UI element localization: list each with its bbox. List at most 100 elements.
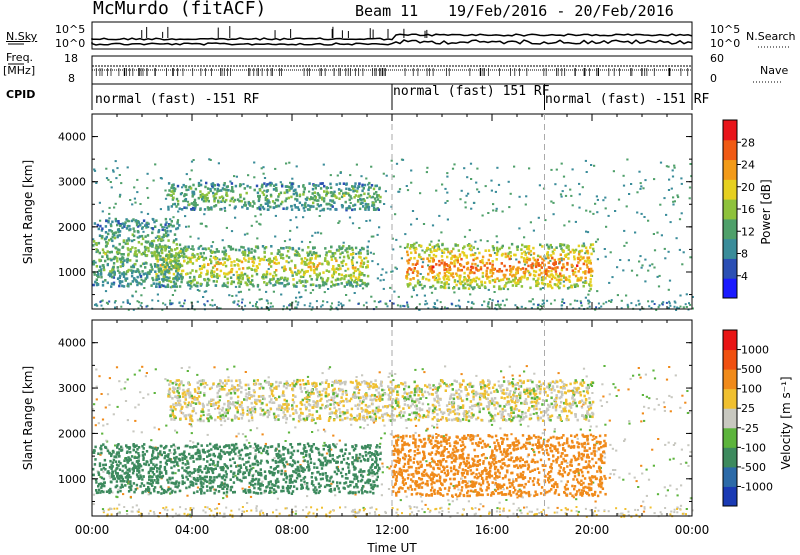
velocity-cell <box>115 496 117 498</box>
power-cell <box>352 285 354 288</box>
power-cell <box>455 305 457 307</box>
power-cell <box>227 189 229 192</box>
power-cell <box>513 254 515 257</box>
power-cell <box>243 198 245 201</box>
velocity-cell <box>293 485 295 488</box>
power-cell <box>309 275 311 278</box>
power-cell <box>210 159 212 161</box>
velocity-cell <box>547 507 549 509</box>
power-cell <box>554 259 556 262</box>
power-cell <box>97 273 99 276</box>
velocity-cell <box>652 370 654 372</box>
power-cell <box>217 200 219 203</box>
power-cell <box>131 275 133 278</box>
power-cell <box>204 197 206 200</box>
velocity-cell <box>664 507 666 509</box>
power-cell <box>336 183 338 186</box>
velocity-cell <box>604 509 606 511</box>
power-cell <box>371 260 373 262</box>
power-cell <box>528 245 530 248</box>
power-cell <box>256 273 258 276</box>
power-cell <box>170 253 172 256</box>
power-cell <box>360 252 362 255</box>
velocity-cell <box>224 482 226 485</box>
power-cell <box>335 271 337 274</box>
velocity-cell <box>135 451 137 454</box>
power-cell <box>586 250 588 253</box>
power-cell <box>452 276 454 279</box>
power-cell <box>355 253 357 255</box>
power-cell <box>276 205 278 208</box>
velocity-cell <box>209 463 211 466</box>
power-cell <box>394 213 396 215</box>
power-cell <box>507 252 509 255</box>
power-cell <box>424 303 426 305</box>
velocity-cell <box>596 426 598 428</box>
power-cell <box>247 278 249 281</box>
power-cell <box>201 267 203 270</box>
power-cell <box>588 303 590 305</box>
power-cell <box>182 305 184 307</box>
velocity-cell <box>509 390 511 392</box>
velocity-cell <box>209 508 211 510</box>
power-cell <box>568 275 570 278</box>
power-cell <box>113 262 115 265</box>
power-cell <box>181 255 183 258</box>
power-cell <box>160 268 162 271</box>
power-cell <box>504 253 506 256</box>
power-cell <box>389 300 391 302</box>
power-cell <box>363 193 365 196</box>
velocity-cell <box>214 464 216 466</box>
velocity-cell <box>660 511 662 513</box>
power-cell <box>545 273 547 276</box>
power-cell <box>526 261 528 264</box>
velocity-cell <box>436 424 438 426</box>
power-cell <box>461 190 463 192</box>
power-cell <box>350 202 352 204</box>
power-cell <box>614 210 616 212</box>
power-cell <box>679 249 681 251</box>
velocity-cell <box>595 501 597 503</box>
power-cell <box>238 300 240 302</box>
power-cell <box>161 263 163 266</box>
power-cell <box>487 303 489 305</box>
power-cell <box>471 301 473 303</box>
power-cell <box>590 278 592 281</box>
power-cell <box>515 284 517 287</box>
power-cell <box>158 269 160 272</box>
velocity-cell <box>184 513 186 515</box>
power-cell <box>359 271 361 274</box>
power-cell <box>200 195 202 198</box>
power-cell <box>443 269 445 272</box>
power-cell <box>569 251 571 254</box>
velocity-cell <box>681 395 683 397</box>
power-cell <box>129 199 131 201</box>
power-cell <box>467 279 469 282</box>
power-cell <box>126 259 128 262</box>
power-cell <box>444 272 446 275</box>
power-ytick-label: 3000 <box>58 176 86 189</box>
power-cell <box>482 215 484 217</box>
power-cell <box>466 262 468 265</box>
power-cell <box>529 258 531 261</box>
velocity-cell <box>638 367 640 369</box>
power-cell <box>249 302 251 304</box>
velocity-cell <box>226 473 228 476</box>
velocity-cell <box>676 488 678 490</box>
power-cell <box>441 259 443 262</box>
power-cell <box>119 282 121 285</box>
power-cell <box>367 260 369 263</box>
power-cell <box>146 222 148 225</box>
power-cell <box>193 284 195 287</box>
power-cell <box>685 303 687 305</box>
power-cell <box>278 282 280 285</box>
power-cell <box>256 237 258 239</box>
power-cell <box>337 264 339 267</box>
power-cell <box>276 280 278 283</box>
velocity-cell <box>197 487 199 489</box>
power-cell <box>331 281 333 284</box>
velocity-cell <box>109 475 111 477</box>
power-cell <box>112 245 114 248</box>
power-cell <box>525 268 527 271</box>
power-cell <box>241 200 243 203</box>
